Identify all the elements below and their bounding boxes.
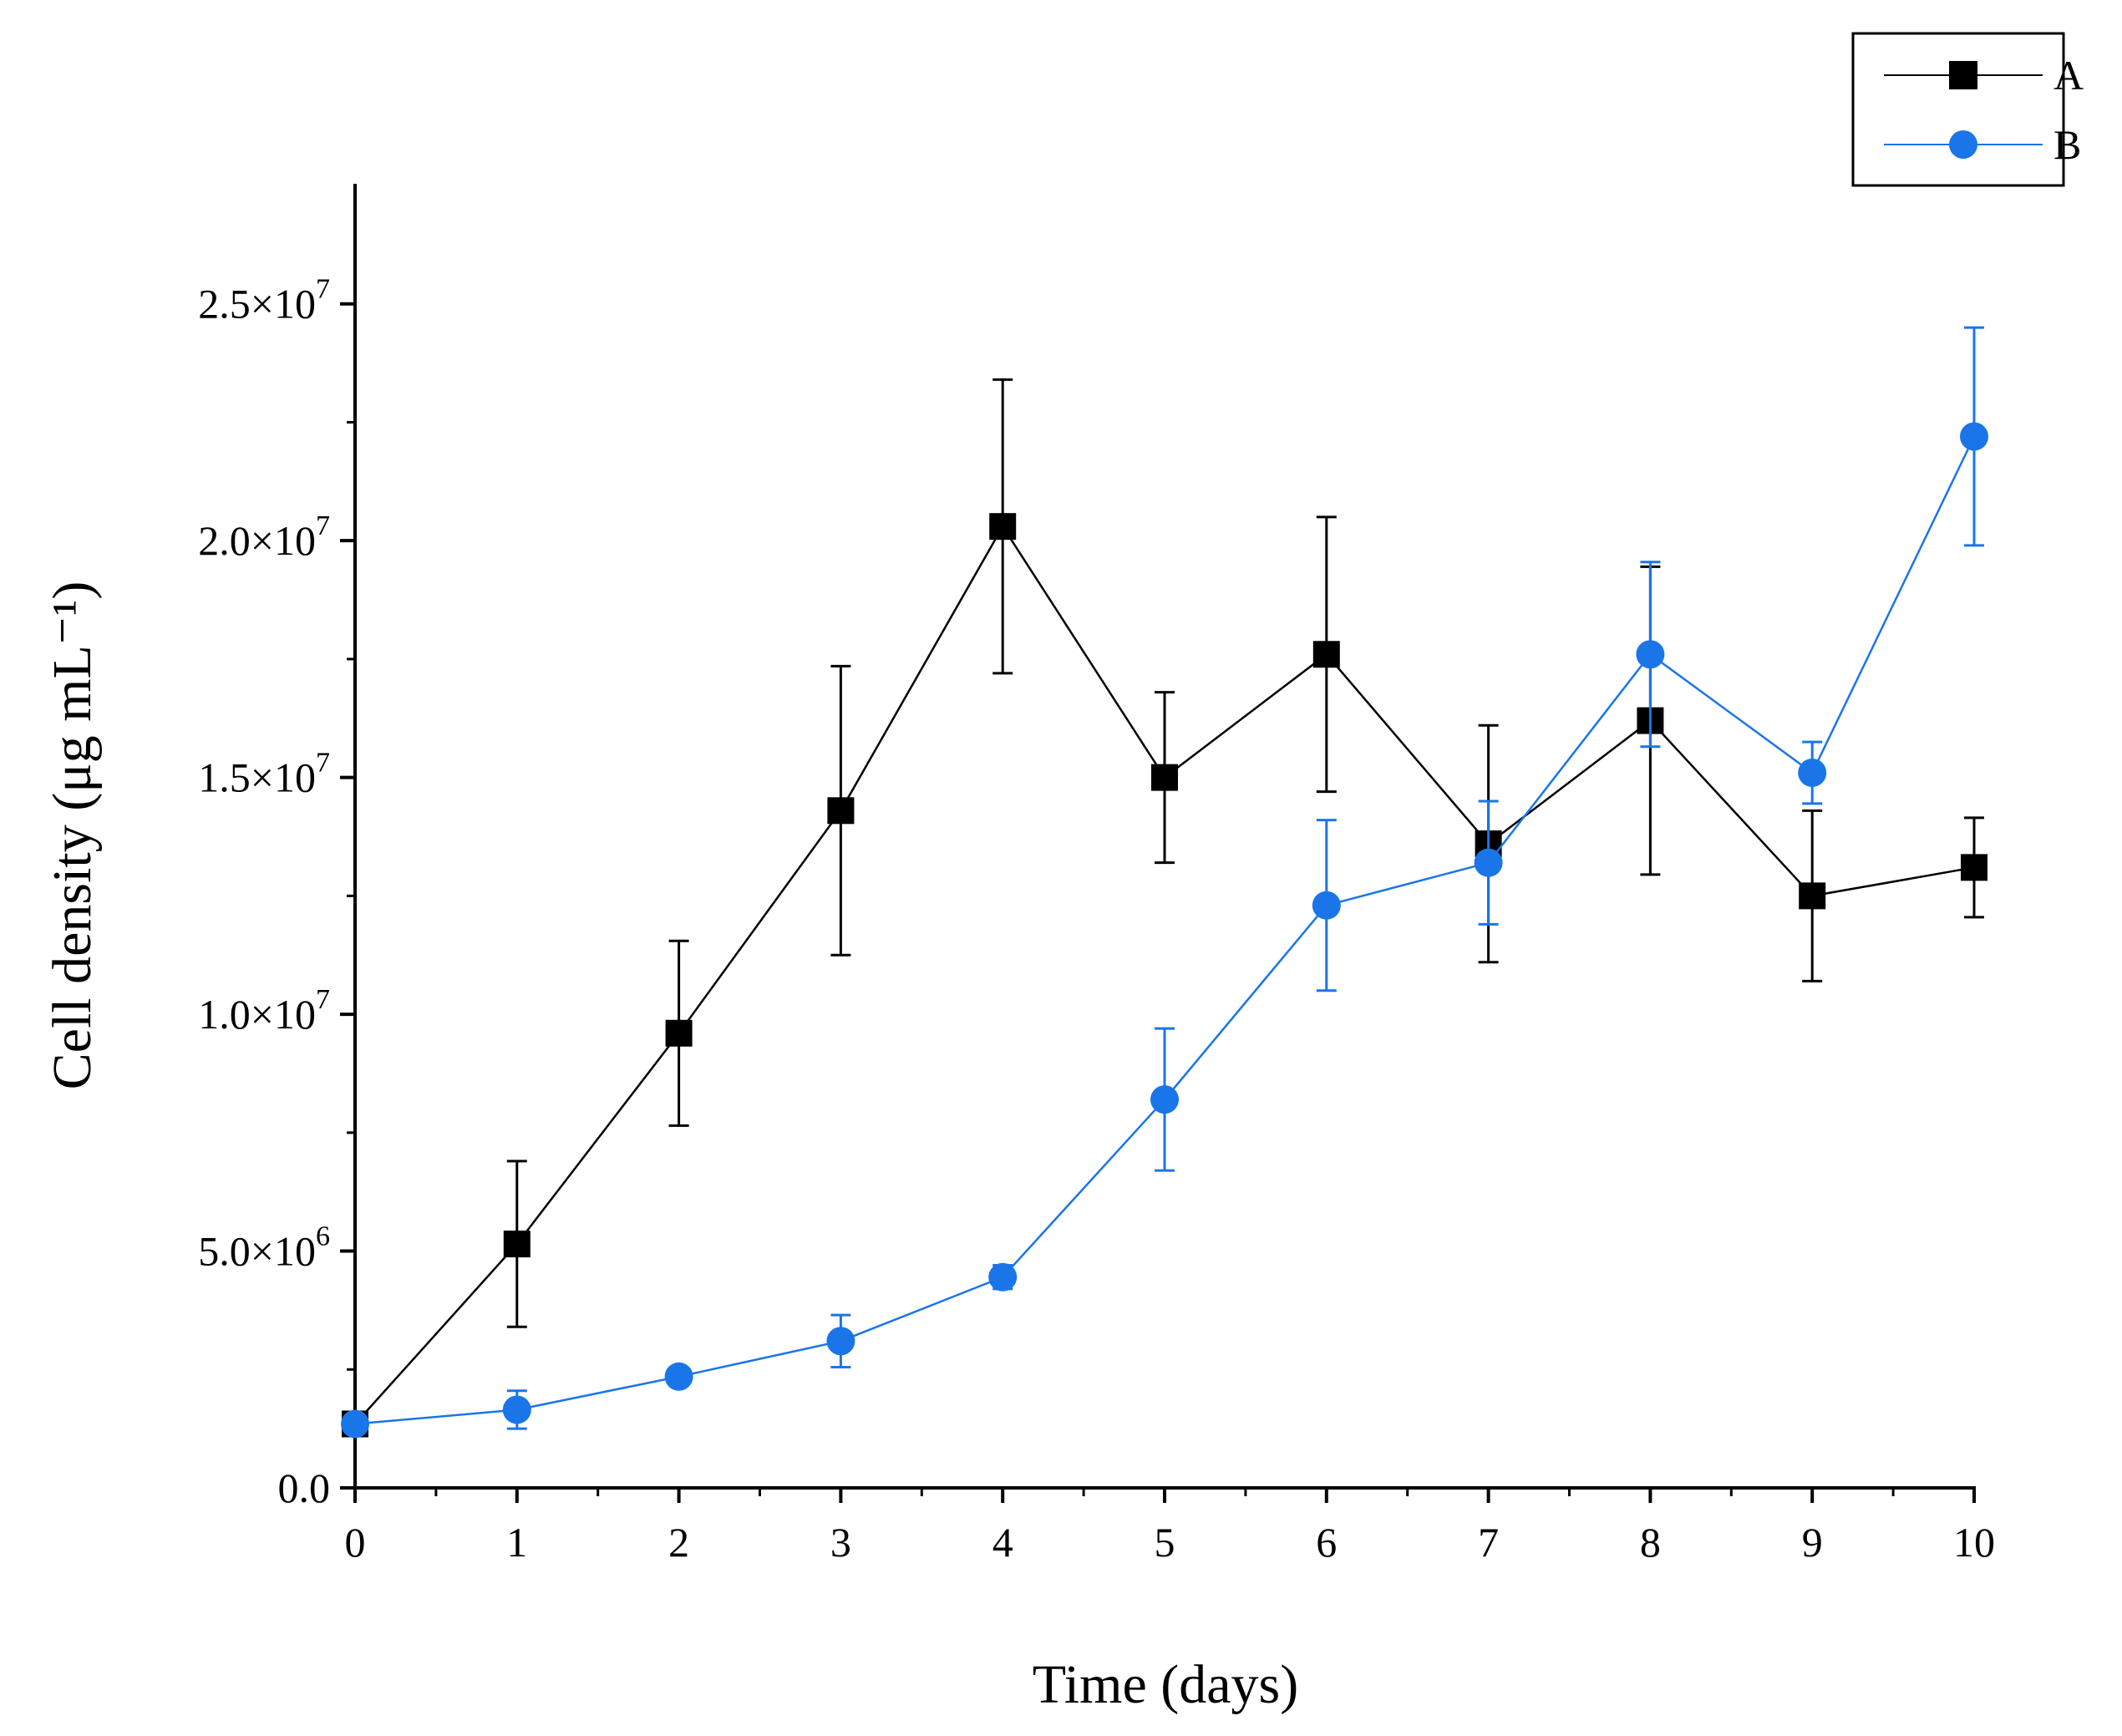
data-point: [664, 1362, 693, 1391]
y-tick-mantissa: 1.5×10: [198, 754, 316, 801]
x-tick-label: 0: [345, 1519, 366, 1566]
data-point: [1151, 764, 1178, 791]
x-tick-label: 6: [1316, 1519, 1337, 1566]
data-point: [826, 1327, 855, 1356]
data-point: [1798, 758, 1827, 787]
y-tick-label: 2.0×107: [198, 510, 330, 564]
data-point: [827, 797, 855, 825]
data-point: [665, 1019, 693, 1047]
legend-label-b: B: [2053, 121, 2081, 168]
y-tick-label: 2.5×107: [198, 274, 330, 327]
y-tick-exponent: 7: [316, 274, 330, 305]
data-point: [1312, 641, 1340, 668]
data-point: [1636, 640, 1665, 669]
y-tick-label: 5.0×106: [198, 1221, 330, 1275]
legend-label-a: A: [2053, 52, 2084, 99]
y-tick-label: 1.5×107: [198, 748, 330, 801]
y-axis-title: Cell density (μg mL⁻¹): [42, 581, 103, 1090]
y-tick-mantissa: 1.0×10: [198, 991, 316, 1038]
legend-marker-b: [1949, 130, 1977, 159]
data-point: [1474, 848, 1503, 877]
data-point: [1960, 422, 1988, 451]
data-point: [1961, 854, 1987, 881]
x-tick-label: 9: [1802, 1519, 1823, 1566]
data-point: [1312, 891, 1341, 920]
y-tick-exponent: 7: [316, 510, 330, 541]
y-tick-mantissa: 0.0: [278, 1464, 331, 1511]
x-tick-label: 1: [506, 1519, 527, 1566]
y-tick-mantissa: 2.5×10: [198, 281, 316, 327]
x-tick-label: 8: [1640, 1519, 1661, 1566]
legend: A B: [1851, 32, 2084, 187]
x-axis-ticks: 0 1 2 3 4 5 6 7 8 9 10: [345, 1488, 1995, 1566]
x-tick-label: 4: [992, 1519, 1013, 1566]
y-tick-label: 1.0×107: [198, 984, 330, 1038]
x-tick-label: 7: [1478, 1519, 1499, 1566]
y-tick-exponent: 6: [316, 1221, 330, 1252]
series-layer: [341, 326, 1988, 1439]
x-tick-label: 3: [830, 1519, 851, 1566]
data-point: [341, 1409, 369, 1439]
data-point: [988, 1262, 1018, 1292]
series-b: [341, 326, 1988, 1439]
y-axis-title-text: Cell density (μg mL⁻¹): [42, 581, 103, 1090]
x-tick-label: 5: [1155, 1519, 1175, 1566]
data-point: [989, 513, 1017, 541]
series-a: [342, 378, 1987, 1438]
y-tick-exponent: 7: [316, 984, 330, 1015]
y-tick-exponent: 7: [316, 748, 330, 779]
x-tick-label: 2: [668, 1519, 689, 1566]
legend-marker-a: [1949, 61, 1977, 89]
y-tick-mantissa: 5.0×10: [198, 1228, 316, 1275]
data-point: [503, 1231, 530, 1258]
data-point: [502, 1395, 531, 1424]
data-point: [1150, 1085, 1179, 1114]
y-tick-label: 0.0: [278, 1464, 331, 1511]
data-point: [1799, 882, 1826, 910]
legend-box: [1851, 32, 2065, 187]
y-tick-mantissa: 2.0×10: [198, 517, 316, 564]
x-axis-title: Time (days): [1033, 1654, 1298, 1715]
x-tick-label: 10: [1953, 1519, 1995, 1566]
